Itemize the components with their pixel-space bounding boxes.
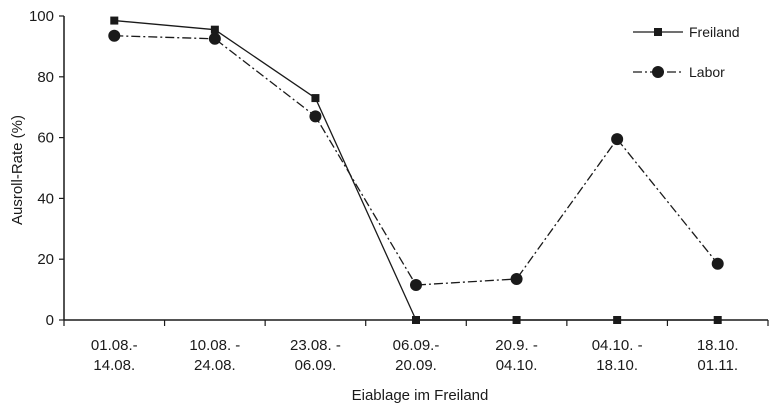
- y-tick-label: 80: [37, 69, 54, 86]
- x-tick-label: 01.08.-14.08.: [91, 337, 138, 374]
- data-point-freiland: [311, 94, 320, 103]
- data-point-labor: [611, 133, 624, 146]
- y-tick-label: 100: [29, 8, 54, 25]
- y-tick-label: 60: [37, 130, 54, 147]
- data-point-labor: [309, 110, 322, 123]
- legend-label-freiland: Freiland: [689, 24, 740, 40]
- x-tick-label: 04.10. -18.10.: [592, 337, 643, 374]
- data-point-freiland: [412, 316, 420, 324]
- data-point-labor: [410, 279, 422, 292]
- data-point-labor: [510, 272, 523, 285]
- x-tick-label: 23.08. -06.09.: [290, 337, 341, 374]
- x-tick-label: 18.10. 01.11.: [697, 337, 739, 374]
- y-axis-title: Ausroll-Rate (%): [9, 115, 26, 225]
- y-tick-label: 40: [37, 190, 54, 207]
- legend-marker-labor: [652, 66, 664, 78]
- series-line-labor: [114, 35, 719, 286]
- y-tick-label: 0: [46, 312, 54, 329]
- data-point-labor: [208, 32, 221, 45]
- data-point-freiland: [210, 25, 219, 34]
- x-tick-label: 20.9. -04.10.: [495, 337, 538, 374]
- data-point-freiland: [713, 316, 722, 324]
- x-tick-label: 10.08. -24.08.: [189, 337, 240, 374]
- x-axis-title: Eiablage im Freiland: [352, 387, 489, 404]
- data-point-freiland: [613, 316, 622, 324]
- plot-area: 0 20 40 60 80 100 01.08.-14.08. 10.08. -24.08. 2…: [29, 8, 769, 374]
- legend-marker-freiland: [654, 28, 662, 36]
- legend-label-labor: Labor: [689, 64, 725, 80]
- data-point-labor: [108, 29, 121, 42]
- data-point-freiland: [110, 16, 119, 25]
- series-line-freiland: [114, 19, 718, 321]
- data-point-labor: [711, 257, 724, 270]
- data-point-freiland: [512, 316, 521, 324]
- y-tick-label: 20: [37, 251, 54, 268]
- x-tick-label: 06.09.-20.09.: [393, 337, 440, 374]
